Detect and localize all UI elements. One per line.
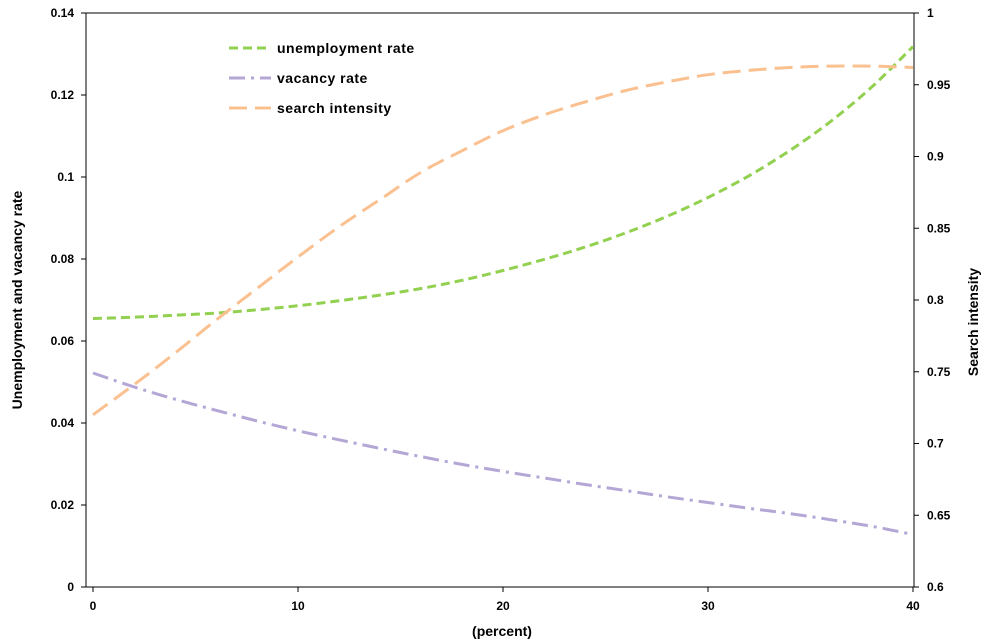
y-right-tick-label: 0.75 [927, 365, 951, 379]
y-right-tick-label: 0.65 [927, 508, 951, 522]
y-left-tick-label: 0.04 [51, 416, 75, 430]
legend-label-vacancy-rate: vacancy rate [277, 70, 368, 86]
y-axis-right-title: Search intensity [965, 268, 981, 376]
axes: 0 10 20 30 40 0 0.02 0.04 0.06 0.08 0.1 0.12 0.14 0.6… [51, 6, 951, 613]
y-right-tick-label: 0.95 [927, 78, 951, 92]
y-left-tick-label: 0.06 [51, 334, 75, 348]
legend: unemployment rate vacancy rate search inte… [229, 40, 415, 116]
x-tick-label: 10 [291, 599, 305, 613]
series-line-vacancy-rate [92, 371, 914, 536]
y-axis-left-title: Unemployment and vacancy rate [9, 190, 25, 409]
y-right-tick-label: 0.8 [927, 293, 944, 307]
y-left-tick-label: 0.08 [51, 252, 75, 266]
series-layer [92, 45, 915, 536]
series-line-unemployment-rate [92, 45, 915, 320]
legend-label-search-intensity: search intensity [277, 100, 392, 116]
y-left-tick-label: 0 [67, 580, 74, 594]
y-left-tick-label: 0.02 [51, 498, 75, 512]
legend-label-unemployment-rate: unemployment rate [277, 40, 415, 56]
x-tick-label: 40 [906, 599, 920, 613]
x-axis-title: (percent) [472, 623, 532, 639]
plot-area [85, 12, 915, 588]
x-tick-label: 30 [701, 599, 715, 613]
y-left-tick-label: 0.1 [57, 170, 74, 184]
x-tick-label: 20 [496, 599, 510, 613]
series-line-search-intensity [92, 64, 914, 417]
y-right-tick-label: 0.85 [927, 221, 951, 235]
y-right-tick-label: 0.6 [927, 580, 944, 594]
y-left-tick-label: 0.14 [51, 6, 75, 20]
x-tick-label: 0 [90, 599, 97, 613]
y-right-tick-label: 1 [927, 6, 934, 20]
y-left-tick-label: 0.12 [51, 88, 75, 102]
y-right-tick-label: 0.7 [927, 437, 944, 451]
y-right-tick-label: 0.9 [927, 150, 944, 164]
